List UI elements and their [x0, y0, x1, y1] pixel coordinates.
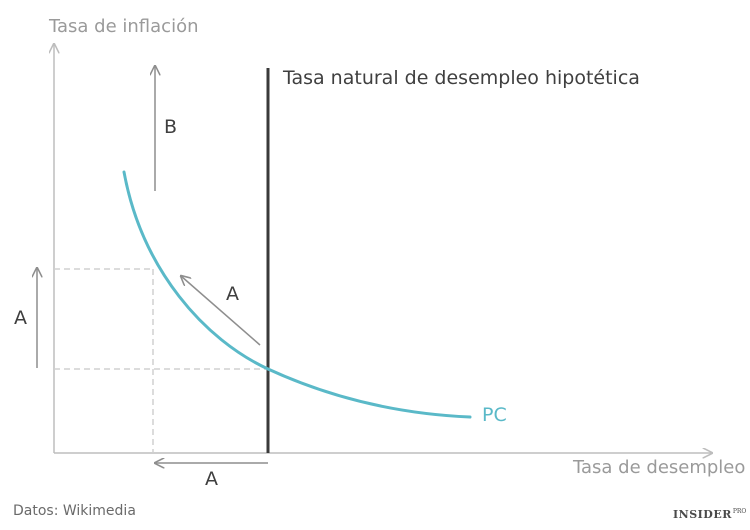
brand-suffix: PRO: [732, 508, 747, 515]
phillips-curve: [122, 170, 472, 419]
curve-label: PC: [482, 404, 507, 426]
brand-logo: INSIDERPRO: [673, 508, 746, 521]
y-axis-title: Tasa de inflación: [49, 16, 199, 37]
marker-b-label: B: [164, 116, 178, 138]
arrow-a-diagonal: [181, 276, 261, 346]
source-note: Datos: Wikimedia: [13, 503, 136, 519]
brand-name: INSIDER: [673, 508, 732, 521]
natural-rate-label: Tasa natural de desempleo hipotética: [283, 67, 640, 89]
marker-a-diagonal-label: A: [226, 283, 239, 305]
marker-a-bottom-label: A: [205, 468, 218, 490]
marker-a-left-label: A: [14, 307, 27, 329]
x-axis-title: Tasa de desempleo: [573, 457, 746, 478]
